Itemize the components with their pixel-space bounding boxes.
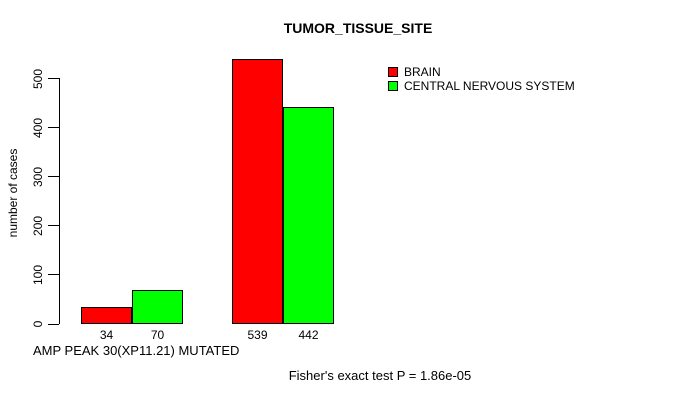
x-axis-note: AMP PEAK 30(XP11.21) MUTATED — [33, 343, 240, 358]
y-axis-tick-label: 0 — [31, 320, 45, 328]
y-axis-tick — [48, 78, 59, 79]
bar-value-label: 442 — [298, 328, 319, 342]
footer-stat: Fisher's exact test P = 1.86e-05 — [288, 368, 472, 383]
bar-value-label: 539 — [247, 328, 268, 342]
legend-swatch-brain — [388, 67, 398, 77]
y-axis-tick — [48, 274, 59, 276]
y-axis-line — [59, 78, 60, 324]
legend-swatch-central-nervous-system — [388, 81, 398, 91]
y-axis-tick-label: 300 — [31, 166, 45, 187]
bar-central-nervous-system-group2 — [283, 107, 334, 324]
y-axis-tick — [48, 176, 59, 178]
bar-value-label: 34 — [99, 328, 114, 342]
bar-central-nervous-system-group1 — [132, 290, 183, 324]
legend-row-brain: BRAIN — [388, 65, 575, 79]
y-axis-tick-label: 200 — [31, 215, 45, 236]
legend-label-brain: BRAIN — [404, 65, 441, 79]
y-axis-tick — [48, 225, 59, 227]
bar-brain-group1 — [81, 307, 132, 324]
legend-label-central-nervous-system: CENTRAL NERVOUS SYSTEM — [404, 79, 575, 93]
y-axis-label: number of cases — [6, 148, 20, 238]
y-axis-tick — [48, 323, 59, 325]
y-axis-tick-label: 400 — [31, 117, 45, 138]
legend-row-central-nervous-system: CENTRAL NERVOUS SYSTEM — [388, 79, 575, 93]
y-axis-tick-label: 100 — [31, 264, 45, 285]
bar-value-label: 70 — [150, 328, 165, 342]
chart-title: TUMOR_TISSUE_SITE — [283, 20, 433, 36]
bar-brain-group2 — [232, 59, 283, 324]
y-axis-tick — [48, 127, 59, 129]
y-axis-tick-label: 500 — [31, 68, 45, 89]
legend: BRAIN CENTRAL NERVOUS SYSTEM — [388, 65, 575, 93]
